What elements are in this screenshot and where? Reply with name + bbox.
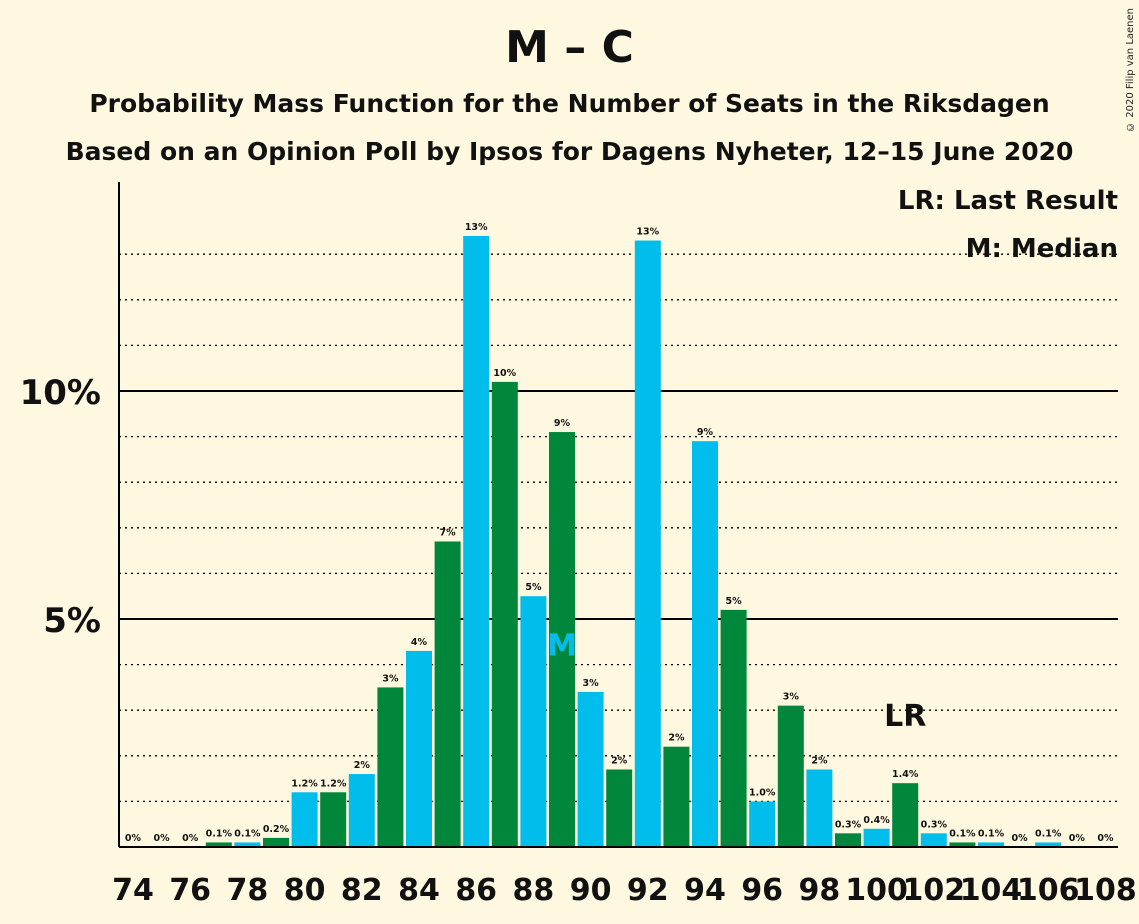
- bar-seat-99: [835, 833, 861, 847]
- x-tick-label: 76: [169, 873, 211, 908]
- data-label-seat-100: 0.4%: [863, 815, 890, 826]
- chart-subtitle-2: Based on an Opinion Poll by Ipsos for Da…: [65, 137, 1074, 166]
- bar-seat-106: [1035, 842, 1062, 847]
- last-result-marker: LR: [884, 699, 926, 734]
- bar-seat-77: [205, 842, 232, 847]
- bar-seat-83: [377, 687, 404, 847]
- x-tick-label: 82: [341, 873, 383, 908]
- chart-subtitle-1: Probability Mass Function for the Number…: [89, 89, 1050, 118]
- x-tick-label: 88: [513, 873, 555, 908]
- bar-seat-81: [320, 792, 347, 847]
- data-label-seat-76: 0%: [182, 833, 199, 844]
- bar-seat-85: [434, 541, 461, 847]
- data-label-seat-95: 5%: [726, 596, 743, 607]
- data-label-seat-103: 0.1%: [949, 828, 976, 839]
- x-tick-label: 106: [1017, 873, 1080, 908]
- data-label-seat-86: 13%: [465, 222, 488, 233]
- x-tick-label: 92: [627, 873, 669, 908]
- legend-median: M: Median: [966, 234, 1118, 264]
- x-tick-label: 90: [570, 873, 612, 908]
- x-tick-label: 108: [1074, 873, 1137, 908]
- axes: 5% 10% 74 76 78 80 82 84 86 88 90 92 94 96 98 100102104…: [20, 182, 1137, 908]
- x-tick-label: 74: [112, 873, 154, 908]
- bar-seat-78: [234, 842, 261, 847]
- data-label-seat-104: 0.1%: [978, 828, 1005, 839]
- x-tick-label: 94: [684, 873, 726, 908]
- bar-seat-87: [491, 381, 518, 847]
- bar-seat-91: [606, 769, 633, 847]
- data-label-seat-79: 0.2%: [263, 824, 290, 835]
- data-label-seat-77: 0.1%: [206, 828, 233, 839]
- bar-seat-98: [806, 769, 833, 847]
- median-marker: M: [547, 628, 577, 663]
- x-tick-label: 96: [741, 873, 783, 908]
- chart-title: M – C: [505, 22, 634, 73]
- bar-seat-92: [634, 240, 661, 847]
- x-tick-label: 98: [799, 873, 841, 908]
- bar-seat-84: [406, 650, 432, 847]
- bar-seat-90: [577, 691, 604, 847]
- x-tick-label: 104: [960, 873, 1023, 908]
- data-label-seat-82: 2%: [354, 760, 371, 771]
- data-label-seat-80: 1.2%: [291, 778, 318, 789]
- data-label-seat-89: 9%: [554, 418, 571, 429]
- data-label-seat-98: 2%: [811, 755, 828, 766]
- data-label-seat-105: 0%: [1012, 833, 1029, 844]
- bar-seat-82: [348, 774, 375, 847]
- bar-seat-88: [520, 596, 547, 847]
- data-label-seat-97: 3%: [783, 692, 800, 703]
- bar-seat-94: [692, 441, 718, 847]
- bar-seat-86: [463, 235, 490, 847]
- data-label-seat-107: 0%: [1069, 833, 1086, 844]
- legend-last-result: LR: Last Result: [898, 186, 1118, 216]
- data-label-seat-91: 2%: [611, 755, 628, 766]
- data-label-seat-92: 13%: [636, 227, 659, 238]
- x-tick-label: 102: [902, 873, 965, 908]
- bar-seat-79: [263, 837, 289, 847]
- data-label-seat-81: 1.2%: [320, 778, 347, 789]
- data-label-seat-99: 0.3%: [835, 819, 862, 830]
- data-label-seat-74: 0%: [125, 833, 142, 844]
- x-tick-label: 86: [455, 873, 497, 908]
- y-tick-label: 10%: [20, 373, 101, 413]
- data-label-seat-93: 2%: [668, 733, 685, 744]
- data-label-seat-101: 1.4%: [892, 769, 919, 780]
- x-tick-label: 80: [284, 873, 326, 908]
- data-label-seat-78: 0.1%: [234, 828, 261, 839]
- data-label-seat-94: 9%: [697, 427, 714, 438]
- bar-seat-89: [549, 432, 575, 847]
- bar-seat-101: [892, 783, 919, 847]
- data-label-seat-102: 0.3%: [921, 819, 948, 830]
- bar-seat-100: [863, 828, 890, 847]
- data-label-seat-106: 0.1%: [1035, 828, 1062, 839]
- bar-seat-93: [663, 746, 690, 847]
- bar-seat-80: [291, 792, 318, 847]
- bar-seat-95: [720, 609, 747, 847]
- bar-seat-103: [949, 842, 976, 847]
- gridlines: [119, 253, 1118, 803]
- data-label-seat-108: 0%: [1097, 833, 1114, 844]
- x-tick-label: 78: [227, 873, 269, 908]
- y-tick-label: 5%: [43, 601, 101, 641]
- data-label-seat-90: 3%: [583, 678, 600, 689]
- bar-seat-104: [978, 842, 1004, 847]
- data-label-seat-88: 5%: [525, 582, 542, 593]
- bar-seat-97: [777, 705, 804, 847]
- bars: [205, 235, 1062, 847]
- data-label-seat-96: 1.0%: [749, 787, 776, 798]
- data-label-seat-84: 4%: [411, 637, 428, 648]
- data-label-seat-75: 0%: [154, 833, 171, 844]
- bar-seat-96: [749, 801, 776, 847]
- bar-seat-102: [920, 833, 947, 847]
- data-label-seat-85: 7%: [440, 527, 457, 538]
- data-label-seat-83: 3%: [382, 673, 399, 684]
- x-tick-label: 84: [398, 873, 440, 908]
- bar-labels: 0% 0% 0% 0.1% 0.1% 0.2%1.2% 1.2%2%3%4%7%13%10%…: [125, 222, 1114, 844]
- x-tick-label: 100: [845, 873, 908, 908]
- data-label-seat-87: 10%: [493, 368, 516, 379]
